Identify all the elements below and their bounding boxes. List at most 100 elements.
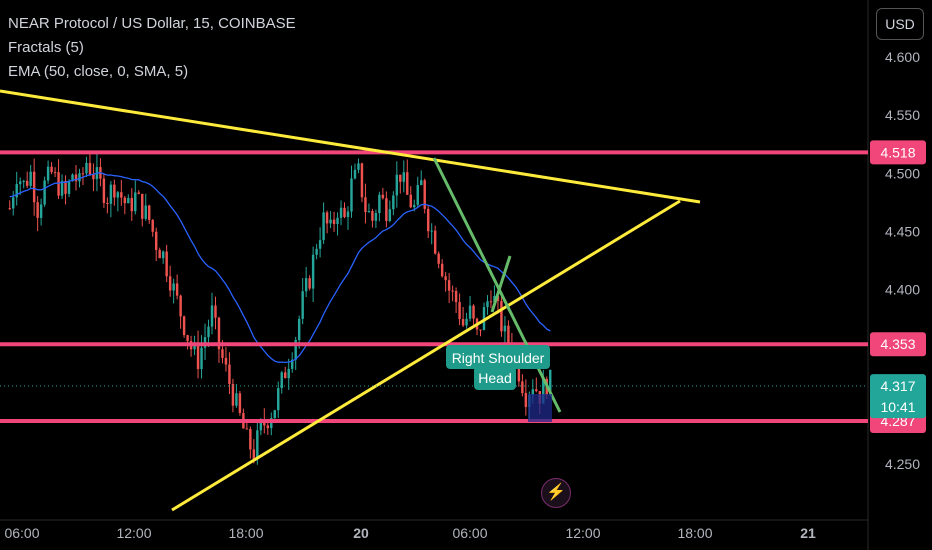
candle-body bbox=[245, 428, 249, 430]
level-price-label: 4.518 bbox=[880, 144, 915, 160]
candle-body bbox=[141, 193, 144, 219]
candle-body bbox=[315, 248, 318, 255]
candle-body bbox=[235, 393, 238, 406]
candle-body bbox=[231, 384, 235, 406]
shoulder-line bbox=[490, 255, 512, 313]
bar-countdown-label: 10:41 bbox=[880, 399, 915, 415]
candle-body bbox=[256, 430, 259, 460]
trendline-descending bbox=[0, 89, 701, 204]
candle-body bbox=[179, 295, 182, 317]
candle-body bbox=[343, 207, 346, 217]
annotation-head-bg bbox=[474, 366, 516, 390]
candle-body bbox=[29, 171, 32, 186]
candle-body bbox=[102, 178, 106, 203]
highlight-box bbox=[528, 394, 552, 422]
candle-body bbox=[486, 301, 489, 308]
candle-body bbox=[535, 389, 538, 392]
horizontal-levels bbox=[0, 150, 868, 423]
candle-body bbox=[266, 425, 270, 429]
candle-body bbox=[318, 240, 322, 249]
candle-body bbox=[109, 184, 113, 204]
candle-body bbox=[395, 174, 399, 196]
candle-body bbox=[161, 251, 165, 259]
candle-body bbox=[148, 205, 151, 220]
candle-body bbox=[353, 169, 357, 179]
candle-body bbox=[423, 180, 426, 209]
candle-body bbox=[430, 230, 433, 232]
candle-body bbox=[524, 393, 528, 407]
candle-body bbox=[228, 364, 231, 385]
candle-body bbox=[120, 192, 123, 198]
price-tick-label: 4.250 bbox=[885, 456, 920, 472]
trendline-ascending bbox=[171, 199, 681, 512]
candle-body bbox=[32, 171, 36, 203]
time-tick-label: 12:00 bbox=[565, 525, 600, 541]
candle-body bbox=[43, 180, 46, 205]
candle-body bbox=[158, 249, 161, 259]
candle-body bbox=[217, 317, 221, 350]
ema-line bbox=[9, 172, 551, 364]
candle-body bbox=[123, 197, 127, 204]
candle-body bbox=[137, 192, 140, 194]
candle-body bbox=[297, 318, 301, 341]
current-price-label: 4.317 bbox=[880, 378, 915, 394]
candle-body bbox=[186, 335, 189, 342]
candle-body bbox=[46, 166, 50, 181]
candle-body bbox=[210, 305, 214, 327]
candle-body bbox=[426, 208, 430, 232]
candle-body bbox=[78, 173, 81, 182]
candle-body bbox=[273, 410, 276, 419]
time-tick-label: 06:00 bbox=[4, 525, 39, 541]
candle-body bbox=[507, 325, 510, 345]
candle-body bbox=[224, 357, 228, 365]
candle-body bbox=[294, 340, 297, 360]
candle-body bbox=[402, 172, 406, 182]
candle-body bbox=[53, 172, 57, 174]
candle-body bbox=[277, 388, 280, 411]
candle-body bbox=[165, 251, 168, 277]
candle-body bbox=[71, 174, 74, 182]
candle-body bbox=[339, 207, 343, 218]
candle-body bbox=[350, 178, 353, 212]
symbol-title[interactable]: NEAR Protocol / US Dollar, 15, COINBASE bbox=[8, 15, 296, 32]
candle-body bbox=[116, 192, 120, 198]
candle-body bbox=[259, 420, 263, 431]
price-tick-label: 4.550 bbox=[885, 107, 920, 123]
candle-body bbox=[301, 291, 304, 319]
candle-body bbox=[175, 283, 179, 296]
candle-body bbox=[500, 300, 503, 332]
candle-body bbox=[454, 290, 458, 303]
candle-body bbox=[357, 163, 360, 170]
level-price-badge bbox=[870, 332, 926, 357]
trendlines bbox=[0, 89, 701, 512]
candle-body bbox=[207, 326, 210, 338]
candle-body bbox=[479, 329, 482, 331]
ema-indicator[interactable]: EMA (50, close, 0, SMA, 5) bbox=[8, 63, 189, 80]
candle-body bbox=[447, 280, 451, 291]
currency-button[interactable]: USD bbox=[876, 8, 924, 40]
candle-body bbox=[60, 180, 64, 196]
candle-body bbox=[214, 305, 217, 318]
candle-body bbox=[154, 231, 158, 250]
trendline-green bbox=[432, 157, 562, 413]
candle-body bbox=[113, 184, 116, 198]
candle-body bbox=[458, 302, 461, 320]
candle-body bbox=[287, 368, 290, 379]
lightning-icon[interactable]: ⚡ bbox=[541, 478, 571, 508]
candle-body bbox=[468, 305, 472, 319]
candle-body bbox=[517, 357, 521, 382]
candle-body bbox=[332, 219, 336, 225]
candle-body bbox=[134, 192, 137, 212]
fractals-indicator[interactable]: Fractals (5) bbox=[8, 39, 84, 56]
candle-body bbox=[461, 319, 465, 326]
annotation-right-shoulder: Right Shoulder bbox=[452, 350, 545, 366]
candle-body bbox=[290, 359, 294, 369]
candle-body bbox=[378, 194, 381, 214]
candle-body bbox=[50, 166, 53, 173]
candle-body bbox=[322, 212, 325, 241]
candle-body bbox=[127, 198, 130, 204]
candle-body bbox=[433, 230, 437, 254]
candle-body bbox=[308, 278, 311, 289]
